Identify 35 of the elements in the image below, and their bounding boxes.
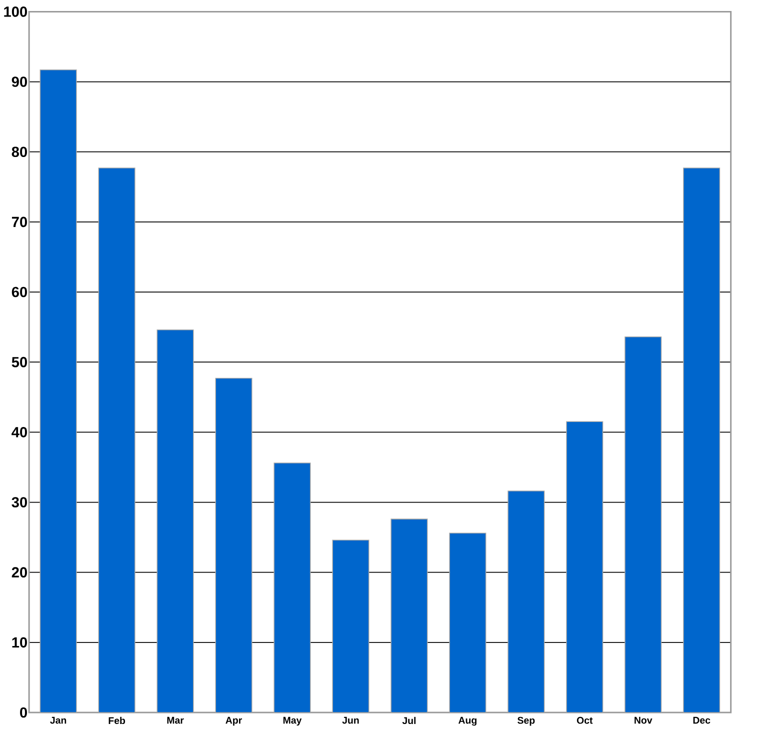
x-tick-label: Oct	[576, 716, 593, 724]
y-tick-label: 50	[12, 357, 27, 368]
bar	[157, 330, 194, 713]
bar	[332, 540, 369, 713]
y-tick-label: 10	[12, 637, 27, 648]
x-tick-label: Jun	[342, 716, 359, 724]
y-tick-label: 80	[12, 146, 27, 158]
x-tick-label: Aug	[458, 716, 476, 726]
x-tick-label: May	[283, 716, 302, 726]
x-tick-label: Dec	[693, 716, 710, 724]
y-tick-label: 90	[12, 76, 27, 88]
x-tick-label: Sep	[518, 716, 535, 726]
y-tick-label: 40	[12, 427, 27, 438]
x-tick-label: Apr	[226, 716, 242, 726]
bar	[98, 168, 135, 713]
bar	[216, 378, 252, 713]
x-tick-label: Nov	[634, 716, 652, 724]
x-tick-label: Jul	[402, 716, 416, 724]
bar	[391, 519, 428, 713]
bar	[566, 422, 603, 713]
y-tick-label: 60	[12, 286, 27, 298]
x-tick-label: Mar	[167, 716, 184, 724]
bar	[508, 491, 544, 713]
bar	[274, 463, 310, 713]
y-tick-label: 70	[12, 216, 27, 228]
y-tick-label: 0	[20, 707, 27, 718]
x-tick-label: Feb	[108, 716, 126, 724]
bar	[450, 533, 486, 713]
y-tick-label: 20	[12, 567, 27, 578]
y-tick-label: 100	[4, 6, 27, 17]
y-tick-label: 30	[12, 497, 27, 508]
bar	[40, 70, 76, 713]
bar	[683, 168, 720, 713]
x-tick-label: Jan	[50, 716, 66, 724]
bar	[624, 336, 662, 713]
